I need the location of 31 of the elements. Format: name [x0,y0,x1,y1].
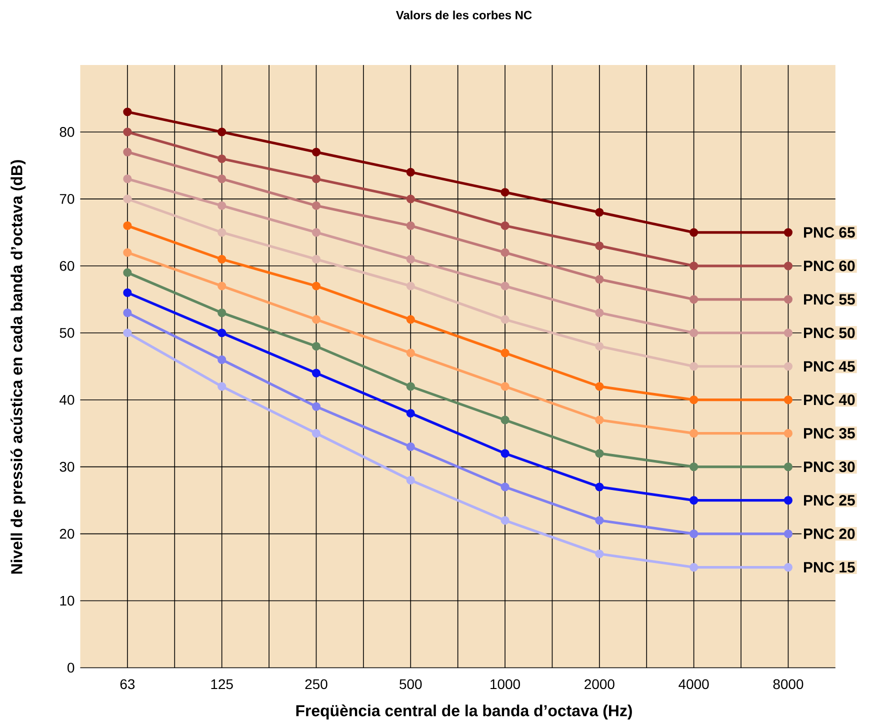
y-tick-label: 30 [60,462,74,472]
y-tick-label: 80 [60,127,74,137]
chart-title: Valors de les corbes NC [396,10,532,20]
y-tick-label: 50 [60,328,74,338]
y-tick-label: 0 [68,662,74,673]
series-label: PNC 30 [804,462,855,472]
x-tick-label: 4000 [678,679,709,690]
y-tick-label: 40 [60,394,74,405]
series-label: PNC 55 [804,294,855,305]
x-tick-label: 250 [305,679,328,690]
x-tick-label: 1000 [490,679,520,690]
series-label: PNC 20 [804,528,855,540]
y-axis-title: Nivell de pressió acústica en cada banda d’octava (dB) [10,160,26,574]
series-label: PNC 65 [804,227,855,238]
y-tick-label: 70 [60,194,74,204]
series-label: PNC 35 [804,428,855,439]
series-label: PNC 15 [804,562,855,573]
x-tick-label: 500 [400,679,422,690]
series-label: PNC 25 [804,495,855,506]
y-tick-label: 10 [60,596,74,606]
series-label: PNC 60 [804,260,855,272]
series-label: PNC 45 [804,361,855,372]
x-axis-title: Freqüència central de la banda d’octava (Hz) [296,704,632,720]
x-tick-label: 125 [211,679,233,690]
y-tick-label: 60 [60,260,74,271]
x-tick-label: 2000 [584,679,614,690]
x-tick-label: 8000 [773,679,804,690]
series-label: PNC 50 [804,328,855,338]
series-label: PNC 40 [804,394,855,406]
y-tick-label: 20 [60,528,74,539]
x-tick-label: 63 [120,679,135,690]
